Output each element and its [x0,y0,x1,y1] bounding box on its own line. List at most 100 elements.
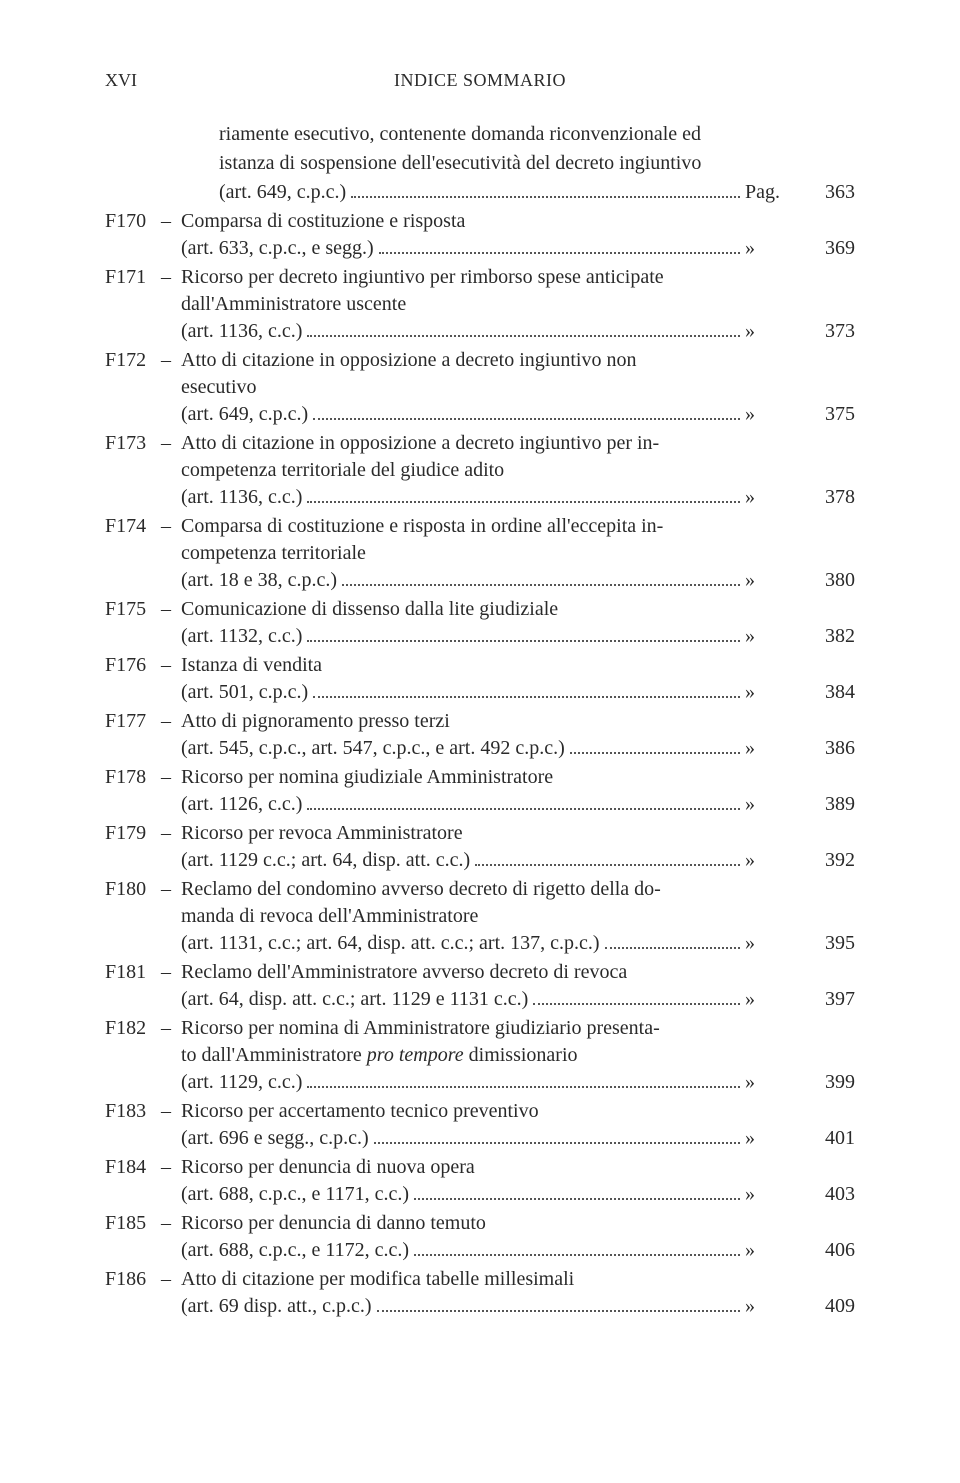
page-prefix: » [745,1125,755,1152]
toc-entry: F173–Atto di citazione in opposizione a … [105,430,855,511]
entry-article-line: (art. 1132, c.c.)»382 [181,623,855,650]
entry-dash: – [161,959,181,986]
entry-first-line: F175–Comunicazione di dissenso dalla lit… [105,596,855,623]
article-reference: (art. 1136, c.c.) [181,484,302,511]
page-prefix: » [745,623,755,650]
page-prefix: » [745,679,755,706]
entry-first-line: F172–Atto di citazione in opposizione a … [105,347,855,374]
article-reference: (art. 688, c.p.c., e 1171, c.c.) [181,1181,409,1208]
page-prefix: » [745,484,755,511]
article-reference: (art. 688, c.p.c., e 1172, c.c.) [181,1237,409,1264]
entry-first-line: F170–Comparsa di costituzione e risposta [105,208,855,235]
entry-dash: – [161,596,181,623]
article-reference: (art. 501, c.p.c.) [181,679,308,706]
entry-title: Atto di citazione in opposizione a decre… [181,347,855,374]
toc-entry: F180–Reclamo del condomino avverso decre… [105,876,855,957]
entry-dash: – [161,1098,181,1125]
entry-first-line: F174–Comparsa di costituzione e risposta… [105,513,855,540]
page-header: XVI INDICE SOMMARIO [105,70,855,91]
index-content: riamente esecutivo, contenente domanda r… [105,121,855,1320]
page-number: 399 [825,1069,855,1096]
toc-entry: F181–Reclamo dell'Amministratore avverso… [105,959,855,1013]
page-number-roman: XVI [105,70,137,91]
page-prefix: » [745,401,755,428]
entry-code: F186 [105,1266,161,1293]
leader-dots [307,640,740,642]
toc-entry: F183–Ricorso per accertamento tecnico pr… [105,1098,855,1152]
entry-first-line: F186–Atto di citazione per modifica tabe… [105,1266,855,1293]
entry-article-line: (art. 545, c.p.c., art. 547, c.p.c., e a… [181,735,855,762]
page-prefix: » [745,235,755,262]
leader-dots [307,335,740,337]
article-reference: (art. 18 e 38, c.p.c.) [181,567,337,594]
article-reference: (art. 649, c.p.c.) [181,401,308,428]
intro-line: istanza di sospensione dell'esecutività … [219,150,725,177]
entry-first-line: F181–Reclamo dell'Amministratore avverso… [105,959,855,986]
entry-article-line: (art. 501, c.p.c.) »384 [181,679,855,706]
leader-dots [307,808,740,810]
entry-code: F179 [105,820,161,847]
leader-dots [533,1003,740,1005]
entry-first-line: F182–Ricorso per nomina di Amministrator… [105,1015,855,1042]
page-column: »403 [745,1181,855,1208]
page-number: 375 [825,401,855,428]
page-number: 403 [825,1181,855,1208]
page-column: »409 [745,1293,855,1320]
entry-title: Atto di citazione per modifica tabelle m… [181,1266,855,1293]
entry-dash: – [161,764,181,791]
page-column: »395 [745,930,855,957]
toc-entry: F186–Atto di citazione per modifica tabe… [105,1266,855,1320]
toc-entry: F171–Ricorso per decreto ingiuntivo per … [105,264,855,345]
page-column: »384 [745,679,855,706]
entry-dash: – [161,820,181,847]
entry-title: Istanza di vendita [181,652,855,679]
page-number: 378 [825,484,855,511]
entry-code: F183 [105,1098,161,1125]
toc-entry: F182–Ricorso per nomina di Amministrator… [105,1015,855,1096]
article-reference: (art. 545, c.p.c., art. 547, c.p.c., e a… [181,735,565,762]
entry-code: F182 [105,1015,161,1042]
entry-article-line: (art. 1131, c.c.; art. 64, disp. att. c.… [181,930,855,957]
entry-title: Ricorso per decreto ingiuntivo per rimbo… [181,264,855,291]
entry-dash: – [161,652,181,679]
page-number: 389 [825,791,855,818]
entry-first-line: F180–Reclamo del condomino avverso decre… [105,876,855,903]
entry-article-line: (art. 1136, c.c.)»373 [181,318,855,345]
entry-title: Reclamo dell'Amministratore avverso decr… [181,959,855,986]
leader-dots [313,696,740,698]
page-number: 363 [825,179,855,206]
leader-dots [374,1142,740,1144]
page-column: » 375 [745,401,855,428]
entry-first-line: F178–Ricorso per nomina giudiziale Ammin… [105,764,855,791]
entry-dash: – [161,430,181,457]
page-prefix: » [745,567,755,594]
page-column: »389 [745,791,855,818]
page-prefix: » [745,1069,755,1096]
page-number: 395 [825,930,855,957]
entry-title: Ricorso per denuncia di danno temuto [181,1210,855,1237]
leader-dots [379,252,740,254]
page-number: 406 [825,1237,855,1264]
entry-article-line: (art. 69 disp. att., c.p.c.)»409 [181,1293,855,1320]
entry-title: Comparsa di costituzione e risposta [181,208,855,235]
leader-dots [605,947,740,949]
entry-title: Atto di citazione in opposizione a decre… [181,430,855,457]
article-reference: (art. 64, disp. att. c.c.; art. 1129 e 1… [181,986,528,1013]
page-number: 373 [825,318,855,345]
article-reference: (art. 1136, c.c.) [181,318,302,345]
entry-article-line: (art. 1136, c.c.) » 378 [181,484,855,511]
page-column: »380 [745,567,855,594]
toc-entry: F178–Ricorso per nomina giudiziale Ammin… [105,764,855,818]
entry-title: Reclamo del condomino avverso decreto di… [181,876,855,903]
toc-entry: F172–Atto di citazione in opposizione a … [105,347,855,428]
entry-code: F181 [105,959,161,986]
entry-dash: – [161,513,181,540]
entry-continuation-text: competenza territoriale [181,540,366,567]
leader-dots [475,864,740,866]
article-reference: (art. 696 e segg., c.p.c.) [181,1125,369,1152]
entry-article-line: (art. 633, c.p.c., e segg.)»369 [181,235,855,262]
entry-continuation-text: dall'Amministratore uscente [181,291,406,318]
entry-first-line: F173–Atto di citazione in opposizione a … [105,430,855,457]
entry-title: Ricorso per denuncia di nuova opera [181,1154,855,1181]
leader-dots [342,584,740,586]
